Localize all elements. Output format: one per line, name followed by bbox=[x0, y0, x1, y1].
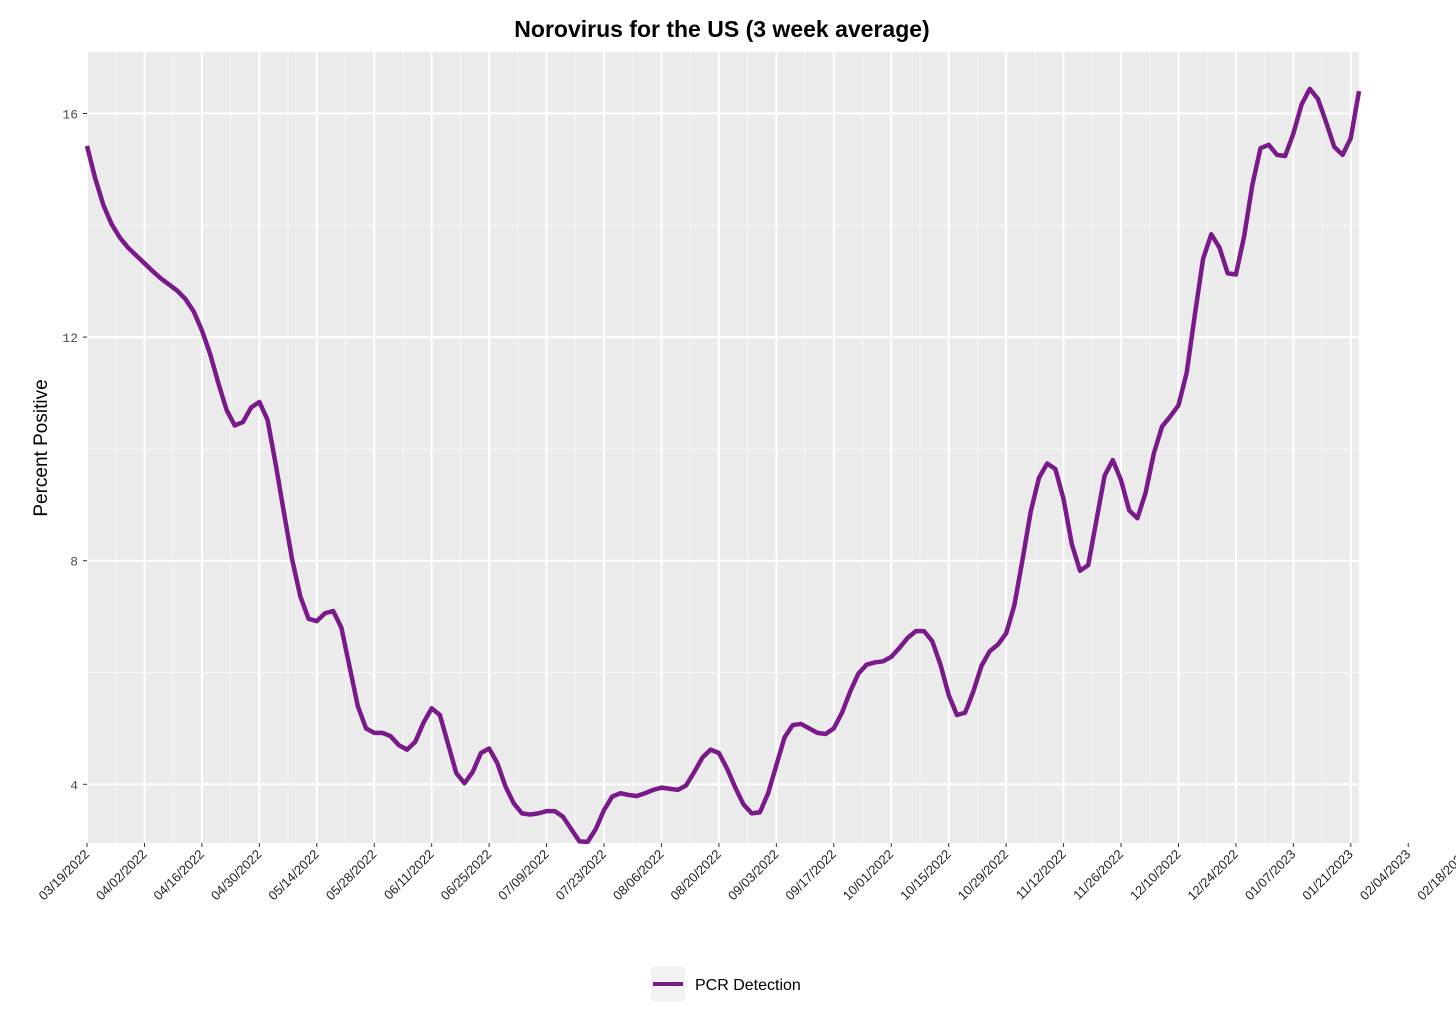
x-tick-label: 11/26/2022 bbox=[1070, 847, 1126, 903]
x-tick-label: 01/07/2023 bbox=[1242, 847, 1299, 904]
x-tick-label: 10/29/2022 bbox=[955, 847, 1012, 904]
y-tick-label: 8 bbox=[70, 555, 78, 570]
y-axis: 4 8 12 16 bbox=[62, 107, 87, 793]
series-layer bbox=[84, 86, 1362, 845]
x-tick-label: 10/01/2022 bbox=[840, 847, 897, 904]
chart-title: Norovirus for the US (3 week average) bbox=[514, 16, 929, 42]
x-tick-label: 01/21/2023 bbox=[1299, 847, 1356, 904]
x-tick-label: 10/15/2022 bbox=[897, 847, 954, 904]
plot-panel bbox=[87, 52, 1359, 843]
x-tick-label: 02/04/2023 bbox=[1357, 847, 1414, 904]
x-tick-label: 06/25/2022 bbox=[438, 847, 495, 904]
x-tick-label: 03/19/2022 bbox=[35, 847, 92, 904]
x-tick-label: 02/18/2023 bbox=[1414, 847, 1456, 904]
major-gridlines bbox=[86, 52, 1410, 843]
x-tick-label: 11/12/2022 bbox=[1013, 847, 1069, 903]
x-tick-label: 12/10/2022 bbox=[1127, 847, 1184, 904]
legend-label-pcr-detection: PCR Detection bbox=[695, 977, 801, 994]
x-tick-label: 07/09/2022 bbox=[495, 847, 552, 904]
x-tick-label: 04/02/2022 bbox=[93, 847, 150, 904]
y-tick-label: 4 bbox=[70, 778, 78, 793]
y-tick-label: 16 bbox=[62, 107, 78, 122]
series-line-pcr-detection bbox=[84, 86, 1362, 845]
y-tick-label: 12 bbox=[62, 331, 78, 346]
x-tick-label: 05/14/2022 bbox=[265, 847, 322, 904]
y-axis-label: Percent Positive bbox=[31, 379, 52, 516]
x-tick-label: 09/17/2022 bbox=[782, 847, 839, 904]
x-tick-label: 05/28/2022 bbox=[323, 847, 380, 904]
x-axis: 03/19/2022 04/02/2022 04/16/2022 04/30/2022… bbox=[35, 843, 1456, 903]
x-tick-label: 08/20/2022 bbox=[667, 847, 724, 904]
x-tick-label: 04/30/2022 bbox=[208, 847, 265, 904]
legend: PCR Detection bbox=[651, 967, 801, 1001]
x-tick-label: 04/16/2022 bbox=[150, 847, 207, 904]
x-tick-label: 07/23/2022 bbox=[553, 847, 610, 904]
x-tick-label: 12/24/2022 bbox=[1184, 847, 1241, 904]
x-tick-label: 06/11/2022 bbox=[381, 847, 437, 903]
x-tick-label: 08/06/2022 bbox=[610, 847, 667, 904]
minor-gridlines bbox=[87, 52, 1359, 843]
x-tick-label: 09/03/2022 bbox=[725, 847, 782, 904]
